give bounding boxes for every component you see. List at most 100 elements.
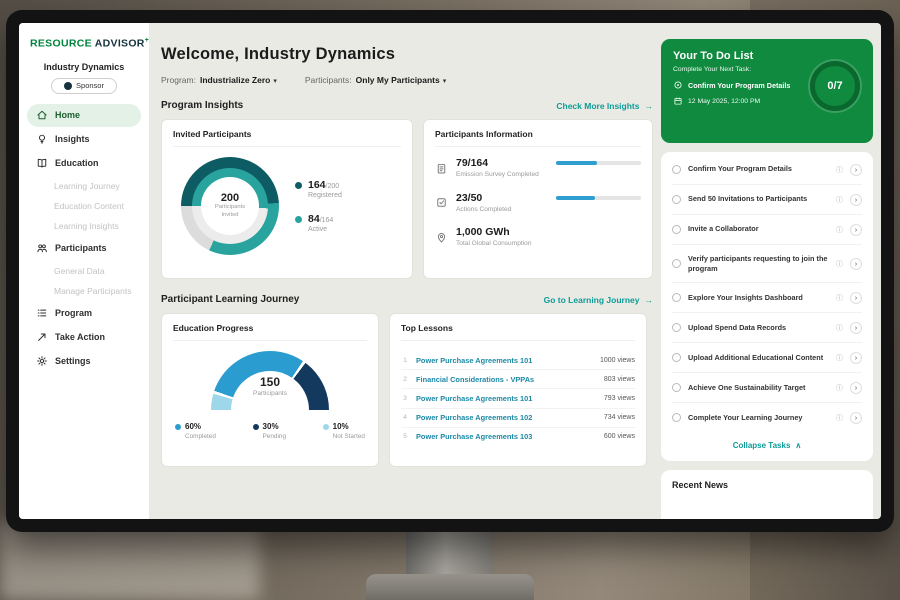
- info-icon[interactable]: ⓘ: [836, 324, 843, 332]
- legend-label: Active: [308, 226, 328, 233]
- recent-news-card[interactable]: Recent News: [661, 470, 873, 519]
- sidebar-item-education-content[interactable]: Education Content: [54, 200, 124, 211]
- task-row-upload-educational-content[interactable]: Upload Additional Educational Content ⓘ …: [672, 343, 862, 374]
- task-label: Upload Additional Educational Content: [688, 352, 824, 362]
- task-checkbox[interactable]: [672, 195, 681, 204]
- sidebar-item-manage-participants[interactable]: Manage Participants: [54, 285, 132, 296]
- card-title: Invited Participants: [173, 129, 401, 147]
- sidebar-item-program[interactable]: Program: [27, 302, 141, 325]
- task-checkbox[interactable]: [672, 225, 681, 234]
- todo-next-task[interactable]: Confirm Your Program Details: [673, 80, 813, 90]
- go-to-learning-journey-link[interactable]: Go to Learning Journey →: [544, 295, 653, 305]
- legend-label: Pending: [262, 433, 287, 440]
- legend-dot: [322, 423, 329, 430]
- task-row-send-invitations[interactable]: Send 50 Invitations to Participants ⓘ ›: [672, 185, 862, 215]
- info-icon[interactable]: ⓘ: [836, 354, 843, 362]
- task-label: Confirm Your Program Details: [688, 164, 792, 174]
- task-label: Verify participants requesting to join t…: [688, 253, 828, 273]
- donut-legend: 164/200 Registered 84/164 Active: [295, 179, 342, 233]
- gear-icon: [36, 355, 48, 367]
- info-icon[interactable]: ⓘ: [836, 260, 843, 268]
- check-square-icon: [435, 196, 448, 209]
- task-checkbox[interactable]: [672, 413, 681, 423]
- sidebar-item-general-data[interactable]: General Data: [54, 265, 105, 276]
- monitor-bezel: RESOURCE ADVISOR+ Industry Dynamics Spon…: [6, 10, 894, 532]
- task-checkbox[interactable]: [672, 293, 681, 303]
- sidebar-item-learning-journey[interactable]: Learning Journey: [54, 180, 120, 191]
- learning-journey-header: Participant Learning Journey Go to Learn…: [161, 294, 653, 305]
- task-row-confirm-program[interactable]: Confirm Your Program Details ⓘ ›: [672, 155, 862, 185]
- task-checkbox[interactable]: [672, 383, 681, 393]
- arrow-right-icon: →: [644, 294, 654, 305]
- sidebar-item-participants[interactable]: Participants: [27, 237, 141, 260]
- sidebar-item-insights[interactable]: Insights: [27, 128, 141, 151]
- task-row-invite-collaborator[interactable]: Invite a Collaborator ⓘ ›: [672, 215, 862, 245]
- sponsor-icon: [64, 81, 73, 90]
- lesson-views: 1000 views: [599, 356, 635, 364]
- chevron-right-icon[interactable]: ›: [850, 163, 862, 176]
- lesson-views: 803 views: [603, 375, 635, 383]
- program-dropdown[interactable]: Program: Industrialize Zero ▾: [161, 75, 277, 85]
- info-icon[interactable]: ⓘ: [836, 196, 843, 204]
- task-label: Invite a Collaborator: [688, 224, 759, 234]
- chevron-right-icon[interactable]: ›: [850, 193, 862, 206]
- legend-dot: [295, 182, 302, 189]
- education-progress-card: Education Progress 150 Participants 60: [161, 313, 379, 467]
- sidebar-item-education[interactable]: Education: [27, 152, 141, 175]
- sidebar: RESOURCE ADVISOR+ Industry Dynamics Spon…: [19, 23, 149, 519]
- task-row-upload-spend-data[interactable]: Upload Spend Data Records ⓘ ›: [672, 313, 862, 344]
- sidebar-item-learning-insights[interactable]: Learning Insights: [54, 220, 119, 231]
- check-more-insights-link[interactable]: Check More Insights →: [556, 101, 653, 111]
- task-row-explore-insights[interactable]: Explore Your Insights Dashboard ⓘ ›: [672, 283, 862, 314]
- legend-item-completed: 60% Completed: [175, 422, 216, 440]
- lesson-row: 4 Power Purchase Agreements 102 734 view…: [401, 409, 635, 428]
- task-checkbox[interactable]: [672, 165, 681, 174]
- legend-item-registered: 164/200 Registered: [295, 179, 342, 199]
- clipboard-icon: [435, 162, 448, 175]
- sponsor-badge[interactable]: Sponsor: [51, 77, 117, 94]
- logo-plus: +: [144, 37, 150, 44]
- lesson-link[interactable]: Power Purchase Agreements 101: [416, 355, 533, 365]
- info-icon[interactable]: ⓘ: [836, 294, 843, 302]
- legend-dot: [175, 423, 181, 430]
- todo-due-label: 12 May 2025, 12:00 PM: [688, 97, 761, 105]
- chevron-right-icon[interactable]: ›: [850, 321, 862, 334]
- legend-label: Not Started: [332, 433, 365, 440]
- info-icon[interactable]: ⓘ: [836, 414, 843, 422]
- chevron-right-icon[interactable]: ›: [850, 351, 862, 364]
- lesson-link[interactable]: Financial Considerations - VPPAs: [416, 374, 535, 384]
- info-icon[interactable]: ⓘ: [836, 166, 843, 174]
- collapse-tasks-link[interactable]: Collapse Tasks ∧: [672, 432, 862, 458]
- lesson-rank: 2: [403, 375, 407, 383]
- gauge-center: 150 Participants: [211, 375, 329, 397]
- task-row-achieve-target[interactable]: Achieve One Sustainability Target ⓘ ›: [672, 373, 862, 404]
- dashboard-app: RESOURCE ADVISOR+ Industry Dynamics Spon…: [19, 23, 881, 519]
- monitor-stand-base: [366, 574, 534, 600]
- chevron-down-icon: ▾: [442, 78, 447, 85]
- info-icon[interactable]: ⓘ: [836, 226, 843, 234]
- todo-subtitle: Complete Your Next Task:: [673, 66, 752, 73]
- lesson-link[interactable]: Power Purchase Agreements 103: [416, 432, 533, 442]
- sidebar-item-home[interactable]: Home: [27, 103, 141, 127]
- gauge-value: 150: [259, 375, 281, 389]
- task-row-verify-participants[interactable]: Verify participants requesting to join t…: [672, 245, 862, 284]
- task-checkbox[interactable]: [672, 259, 681, 269]
- task-checkbox[interactable]: [672, 353, 681, 363]
- info-icon[interactable]: ⓘ: [836, 384, 843, 392]
- sidebar-item-take-action[interactable]: Take Action: [27, 326, 141, 349]
- logo-primary: RESOURCE: [30, 37, 92, 50]
- sidebar-item-settings[interactable]: Settings: [27, 350, 141, 373]
- task-checkbox[interactable]: [672, 323, 681, 333]
- lesson-row: 2 Financial Considerations - VPPAs 803 v…: [401, 370, 635, 390]
- chevron-right-icon[interactable]: ›: [850, 381, 862, 394]
- chevron-right-icon[interactable]: ›: [850, 257, 862, 270]
- home-icon: [36, 109, 48, 121]
- chevron-right-icon[interactable]: ›: [850, 223, 862, 236]
- lesson-link[interactable]: Power Purchase Agreements 102: [416, 413, 533, 423]
- chevron-right-icon[interactable]: ›: [850, 411, 862, 424]
- task-row-complete-learning-journey[interactable]: Complete Your Learning Journey ⓘ ›: [672, 403, 862, 432]
- chevron-right-icon[interactable]: ›: [850, 291, 862, 304]
- card-title: Participants Information: [435, 129, 641, 147]
- participants-dropdown[interactable]: Participants: Only My Participants ▾: [305, 75, 446, 85]
- lesson-link[interactable]: Power Purchase Agreements 101: [416, 393, 533, 403]
